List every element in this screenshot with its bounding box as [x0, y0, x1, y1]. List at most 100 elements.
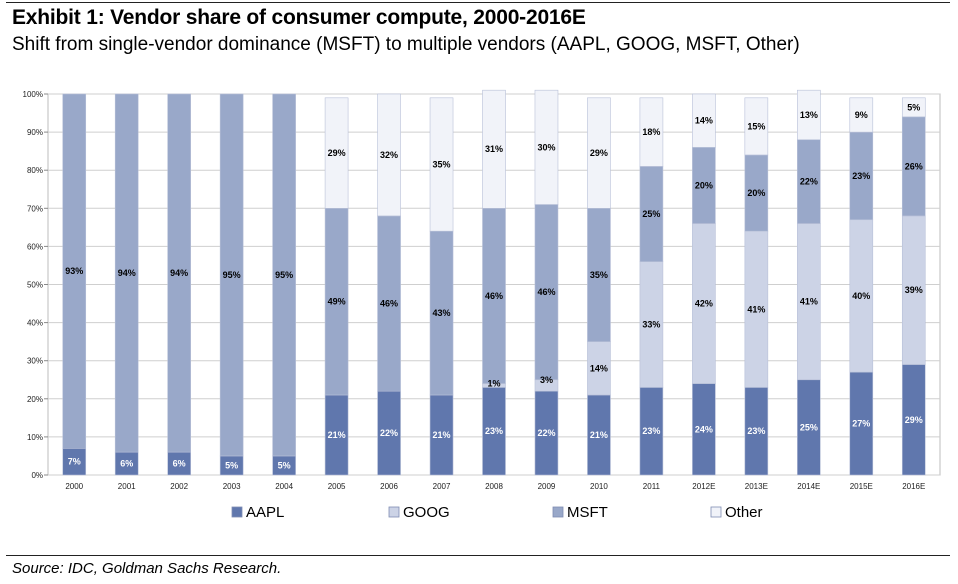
data-label: 94% — [170, 268, 188, 278]
data-label: 40% — [852, 291, 870, 301]
data-label: 5% — [225, 460, 238, 470]
y-tick-label: 20% — [27, 395, 43, 404]
legend-swatch-other — [710, 506, 722, 518]
data-label: 26% — [905, 161, 923, 171]
data-label: 33% — [642, 320, 660, 330]
data-label: 21% — [328, 430, 346, 440]
data-label: 20% — [695, 180, 713, 190]
data-label: 7% — [68, 457, 81, 467]
x-tick-label: 2011 — [643, 482, 661, 491]
chart-title: Exhibit 1: Vendor share of consumer comp… — [12, 6, 586, 29]
bar-segment-msft — [62, 93, 87, 449]
data-label: 24% — [695, 424, 713, 434]
legend-label-aapl: AAPL — [246, 504, 284, 521]
data-label: 41% — [747, 304, 765, 314]
data-label: 32% — [380, 150, 398, 160]
x-tick-label: 2005 — [328, 482, 346, 491]
data-label: 5% — [907, 102, 920, 112]
bar-segment-msft — [219, 93, 244, 457]
data-label: 5% — [278, 460, 291, 470]
bar-segment-msft — [272, 93, 296, 457]
data-label: 23% — [747, 426, 765, 436]
bar-segment-other — [324, 97, 349, 209]
data-label: 23% — [485, 426, 503, 436]
data-label: 95% — [223, 270, 241, 280]
stacked-bar-chart: 0% 10% 20% 30% 40% 50% 60% 70% 80% 90% 100% 7% 93% 20… — [23, 89, 941, 521]
x-tick-label: 2015E — [850, 482, 873, 491]
legend-swatch-goog — [388, 506, 400, 518]
x-tick-label: 2008 — [485, 482, 503, 491]
data-label: 43% — [433, 308, 451, 318]
data-label: 35% — [590, 270, 608, 280]
chart-subtitle: Shift from single-vendor dominance (MSFT… — [12, 34, 800, 55]
data-label: 14% — [590, 363, 608, 373]
y-tick-label: 80% — [27, 166, 43, 175]
data-label: 3% — [540, 375, 553, 385]
x-tick-label: 2012E — [692, 482, 715, 491]
y-tick-label: 40% — [27, 319, 43, 328]
x-tick-label: 2002 — [170, 482, 188, 491]
data-label: 94% — [118, 268, 136, 278]
data-label: 14% — [695, 116, 713, 126]
bar-segment-other — [639, 97, 664, 167]
bar-segment-other — [744, 97, 769, 156]
bar-segment-other — [534, 89, 559, 205]
data-label: 46% — [537, 287, 555, 297]
x-tick-label: 2003 — [223, 482, 241, 491]
source-note: Source: IDC, Goldman Sachs Research. — [12, 560, 282, 577]
data-label: 9% — [855, 110, 868, 120]
data-label: 25% — [800, 422, 818, 432]
data-label: 21% — [590, 430, 608, 440]
y-tick-label: 90% — [27, 128, 43, 137]
data-label: 39% — [905, 285, 923, 295]
bar-segment-other — [587, 97, 611, 209]
data-label: 13% — [800, 110, 818, 120]
data-label: 15% — [747, 121, 765, 131]
y-tick-label: 10% — [27, 433, 43, 442]
data-label: 31% — [485, 144, 503, 154]
data-label: 46% — [485, 291, 503, 301]
y-tick-label: 70% — [27, 204, 43, 213]
y-tick-label: 100% — [23, 90, 43, 99]
data-label: 30% — [537, 142, 555, 152]
data-label: 22% — [380, 428, 398, 438]
data-label: 49% — [328, 297, 346, 307]
x-tick-label: 2004 — [275, 482, 293, 491]
x-tick-label: 2013E — [745, 482, 768, 491]
data-label: 29% — [328, 148, 346, 158]
data-label: 23% — [852, 171, 870, 181]
legend-swatch-aapl — [231, 506, 243, 518]
data-label: 93% — [65, 266, 83, 276]
data-label: 46% — [380, 299, 398, 309]
y-tick-label: 50% — [27, 281, 43, 290]
data-label: 29% — [905, 415, 923, 425]
bar-segment-msft — [167, 93, 191, 453]
bar-segment-other — [797, 89, 821, 141]
legend-label-msft: MSFT — [567, 504, 608, 521]
data-label: 25% — [642, 209, 660, 219]
data-label: 29% — [590, 148, 608, 158]
top-rule — [6, 2, 950, 3]
bar-segment-other — [482, 89, 506, 209]
bar-segment-other — [849, 97, 874, 133]
x-tick-label: 2000 — [65, 482, 83, 491]
data-label: 1% — [487, 379, 500, 389]
bar-segment-other — [692, 93, 716, 148]
x-tick-label: 2007 — [433, 482, 451, 491]
legend-label-goog: GOOG — [403, 504, 450, 521]
legend-swatch-msft — [552, 506, 564, 518]
y-tick-label: 0% — [31, 471, 43, 480]
bar-segment-other — [377, 93, 401, 217]
data-label: 18% — [642, 127, 660, 137]
x-tick-label: 2001 — [118, 482, 136, 491]
x-tick-label: 2016E — [902, 482, 925, 491]
legend-label-other: Other — [725, 504, 763, 521]
y-tick-label: 30% — [27, 357, 43, 366]
bar-segment-other — [429, 97, 454, 232]
data-label: 27% — [852, 419, 870, 429]
x-tick-label: 2014E — [797, 482, 820, 491]
data-label: 23% — [642, 426, 660, 436]
data-label: 95% — [275, 270, 293, 280]
data-label: 21% — [433, 430, 451, 440]
data-label: 41% — [800, 297, 818, 307]
